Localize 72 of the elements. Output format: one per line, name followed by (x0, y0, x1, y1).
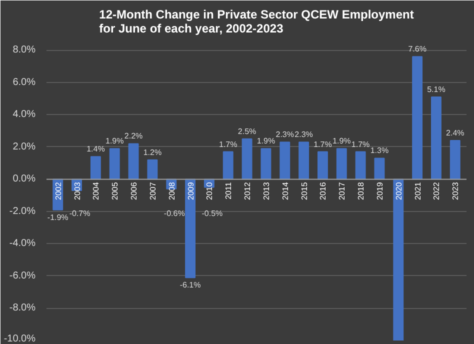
bar (242, 138, 252, 180)
bar (317, 151, 328, 180)
data-label: 1.9% (105, 136, 124, 146)
x-tick-label: 2017 (338, 182, 347, 200)
data-label: -0.5% (202, 209, 223, 218)
bar (355, 151, 366, 180)
x-tick-label: 2015 (300, 182, 309, 200)
x-tick-label: 2008 (167, 182, 176, 200)
bar (147, 159, 158, 180)
data-label: 1.3% (370, 146, 389, 156)
x-tick-label: 2016 (318, 182, 328, 200)
data-label: 2.4% (446, 128, 464, 138)
bar (374, 158, 385, 180)
data-label: 1.7% (219, 140, 238, 149)
x-tick-label: 2011 (224, 182, 234, 200)
x-tick-label: 2012 (243, 182, 252, 200)
data-label: 1.4% (86, 144, 105, 154)
x-tick-label: 2023 (451, 182, 460, 200)
chart-title: 12-Month Change in Private Sector QCEW Employment for June of each year, 2002-2023 (99, 8, 414, 36)
y-tick-label: -2.0% (9, 206, 36, 217)
bar (431, 96, 442, 180)
x-tick-label: 2020 (394, 182, 404, 200)
x-tick-label: 2003 (72, 182, 82, 200)
y-tick-label: 2.0% (12, 141, 36, 152)
x-tick-label: 2005 (110, 182, 120, 200)
data-label: 2.3% (294, 130, 313, 140)
x-tick-label: 2013 (262, 182, 271, 200)
data-label: -6.1% (180, 280, 201, 290)
bar (280, 142, 290, 180)
data-label: -0.6% (164, 209, 185, 218)
x-tick-label: 2019 (375, 182, 384, 200)
data-label: -1.9% (47, 212, 68, 222)
x-tick-label: 2021 (413, 182, 422, 200)
data-label: 7.6% (408, 44, 426, 54)
x-tick-label: 2002 (54, 182, 63, 200)
bar (185, 178, 196, 278)
data-label: 1.9% (256, 136, 276, 146)
bar (412, 56, 423, 180)
data-label: 1.9% (332, 136, 351, 146)
bar (222, 151, 234, 180)
x-tick-label: 2018 (356, 182, 366, 200)
data-label: -0.7% (69, 209, 90, 218)
bar (109, 148, 120, 180)
y-tick-label: -10.0% (4, 334, 36, 344)
y-tick-label: -8.0% (9, 302, 36, 314)
x-tick-label: 2004 (92, 182, 101, 200)
data-label: 2.5% (238, 126, 256, 136)
bar (90, 156, 101, 180)
x-tick-label: 2007 (148, 182, 158, 200)
bar (393, 178, 404, 340)
data-label: 1.7% (351, 140, 370, 149)
x-tick-label: 2006 (130, 182, 139, 200)
x-tick-label: 2022 (432, 182, 442, 200)
bar (128, 143, 139, 180)
data-label: 2.3% (276, 130, 294, 140)
y-tick-label: -4.0% (9, 238, 36, 250)
bar (298, 142, 310, 180)
y-tick-label: 6.0% (12, 76, 36, 88)
data-label: 5.1% (427, 84, 446, 94)
y-tick-label: -6.0% (9, 270, 36, 282)
y-tick-label: 8.0% (12, 44, 36, 56)
y-tick-label: 0.0% (12, 174, 36, 185)
bar (260, 148, 272, 180)
bar (450, 140, 460, 180)
data-label: 2.2% (124, 132, 143, 141)
data-label: 1.2% (143, 148, 162, 157)
data-label: 1.7% (314, 140, 332, 149)
y-tick-label: 4.0% (12, 109, 36, 120)
x-tick-label: 2010 (205, 182, 214, 200)
x-tick-label: 2014 (280, 182, 290, 200)
x-tick-label: 2009 (186, 182, 196, 200)
bar (336, 148, 347, 180)
